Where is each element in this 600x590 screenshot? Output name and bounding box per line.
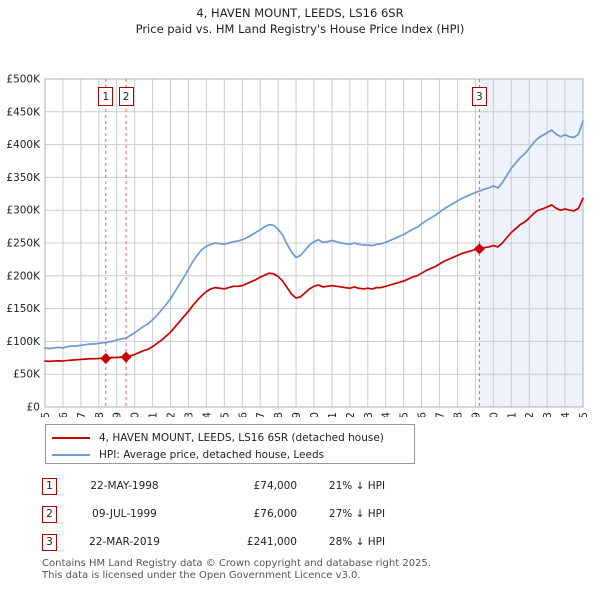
x-axis-tick-label: 2023 xyxy=(542,412,554,417)
hpi-average-line xyxy=(44,120,584,350)
x-axis-tick-label: 1997 xyxy=(76,412,88,417)
x-axis-tick-label: 2007 xyxy=(255,412,267,417)
y-axis-tick-label: £450K xyxy=(6,106,41,118)
transaction-index-badge: 2 xyxy=(42,505,57,523)
x-axis-tick-label: 2024 xyxy=(560,412,572,417)
x-axis-tick-label: 2021 xyxy=(506,412,518,417)
transaction-hpi-delta: 28% ↓ HPI xyxy=(328,536,386,548)
y-axis-tick-label: £300K xyxy=(6,205,41,217)
x-axis-tick-label: 2014 xyxy=(381,412,393,417)
legend-swatch-price xyxy=(52,436,90,439)
legend-label-hpi: HPI: Average price, detached house, Leed… xyxy=(99,448,325,461)
transaction-point-marker[interactable] xyxy=(473,243,485,255)
transaction-date: 09-JUL-1999 xyxy=(92,508,157,520)
table-row: 2 09-JUL-1999 £76,000 27% ↓ HPI xyxy=(42,500,462,528)
transaction-price: £241,000 xyxy=(246,536,297,548)
x-axis-tick-label: 1999 xyxy=(112,412,124,417)
y-axis-tick-label: £0 xyxy=(27,402,40,414)
transaction-date: 22-MAR-2019 xyxy=(89,536,160,548)
transaction-marker-badge[interactable]: 2 xyxy=(118,87,134,106)
legend-swatch-hpi xyxy=(52,453,90,456)
transaction-index-badge: 1 xyxy=(42,477,57,495)
page-subtitle: Price paid vs. HM Land Registry's House … xyxy=(135,22,465,36)
x-axis-tick-label: 2022 xyxy=(524,412,536,417)
y-axis-tick-label: £150K xyxy=(6,303,41,315)
x-axis-tick-label: 2013 xyxy=(363,412,375,417)
transaction-hpi-delta: 21% ↓ HPI xyxy=(328,480,386,492)
x-axis-tick-label: 2025 xyxy=(578,412,590,417)
footer-line-2: This data is licensed under the Open Gov… xyxy=(42,570,361,581)
y-axis-tick-label: £100K xyxy=(6,336,41,348)
transaction-marker-badge[interactable]: 3 xyxy=(471,87,487,106)
x-axis-tick-label: 2006 xyxy=(237,412,249,417)
transaction-date: 22-MAY-1998 xyxy=(90,480,159,492)
y-axis-tick-label: £500K xyxy=(6,74,41,86)
y-axis-tick-label: £400K xyxy=(6,139,41,151)
x-axis-tick-label: 2004 xyxy=(201,412,213,417)
table-row: 1 22-MAY-1998 £74,000 21% ↓ HPI xyxy=(42,472,462,500)
transaction-price: £76,000 xyxy=(253,508,297,520)
x-axis-tick-label: 2003 xyxy=(183,412,195,417)
price-paid-line xyxy=(44,197,584,363)
footer-line-1: Contains HM Land Registry data © Crown c… xyxy=(42,558,431,569)
x-axis-tick-label: 2020 xyxy=(488,412,500,417)
x-axis-tick-label: 1998 xyxy=(94,412,106,417)
x-axis-tick-label: 2009 xyxy=(291,412,303,417)
transaction-index-badge: 3 xyxy=(42,533,57,551)
x-axis-tick-label: 2019 xyxy=(470,412,482,417)
page-title: 4, HAVEN MOUNT, LEEDS, LS16 6SR xyxy=(196,6,404,20)
legend-item-hpi: HPI: Average price, detached house, Leed… xyxy=(52,446,408,463)
x-axis-tick-label: 2011 xyxy=(327,412,339,417)
x-axis-tick-label: 2005 xyxy=(219,412,231,417)
y-axis-tick-label: £200K xyxy=(6,270,41,282)
x-axis-tick-label: 2008 xyxy=(273,412,285,417)
transaction-price: £74,000 xyxy=(253,480,297,492)
transactions-table: 1 22-MAY-1998 £74,000 21% ↓ HPI 2 09-JUL… xyxy=(42,472,462,556)
transaction-hpi-delta: 27% ↓ HPI xyxy=(328,508,386,520)
price-hpi-line-chart: £0 £50K £100K £150K £200K £250K £300K £350K £400… xyxy=(6,74,590,418)
x-axis-tick-label: 1995 xyxy=(40,412,52,417)
x-axis-tick-label: 1996 xyxy=(58,412,70,417)
y-axis-tick-label: £250K xyxy=(6,238,41,250)
x-axis-tick-label: 2015 xyxy=(399,412,411,417)
legend-label-price: 4, HAVEN MOUNT, LEEDS, LS16 6SR (detache… xyxy=(99,431,384,444)
x-axis-tick-label: 2002 xyxy=(166,412,178,417)
x-axis-tick-label: 2012 xyxy=(345,412,357,417)
plot-border xyxy=(44,78,584,408)
x-axis-tick-label: 2010 xyxy=(309,412,321,417)
chart-legend: 4, HAVEN MOUNT, LEEDS, LS16 6SR (detache… xyxy=(45,424,415,464)
chart-area: £0 £50K £100K £150K £200K £250K £300K £350K £400… xyxy=(0,37,600,418)
transaction-marker-badge[interactable]: 1 xyxy=(98,87,114,106)
x-axis-tick-label: 2001 xyxy=(148,412,160,417)
x-axis-tick-label: 2016 xyxy=(417,412,429,417)
x-axis-tick-label: 2017 xyxy=(435,412,447,417)
table-row: 3 22-MAR-2019 £241,000 28% ↓ HPI xyxy=(42,528,462,556)
chart-title-block: 4, HAVEN MOUNT, LEEDS, LS16 6SR Price pa… xyxy=(0,0,600,37)
y-axis-tick-label: £350K xyxy=(6,172,41,184)
legend-item-price: 4, HAVEN MOUNT, LEEDS, LS16 6SR (detache… xyxy=(52,429,408,446)
transaction-point-marker[interactable] xyxy=(120,351,132,363)
y-axis-tick-label: £50K xyxy=(13,369,41,381)
attribution-footer: Contains HM Land Registry data © Crown c… xyxy=(42,558,562,582)
x-axis-tick-label: 2018 xyxy=(452,412,464,417)
x-axis-tick-label: 2000 xyxy=(130,412,142,417)
transaction-point-marker[interactable] xyxy=(100,352,112,364)
